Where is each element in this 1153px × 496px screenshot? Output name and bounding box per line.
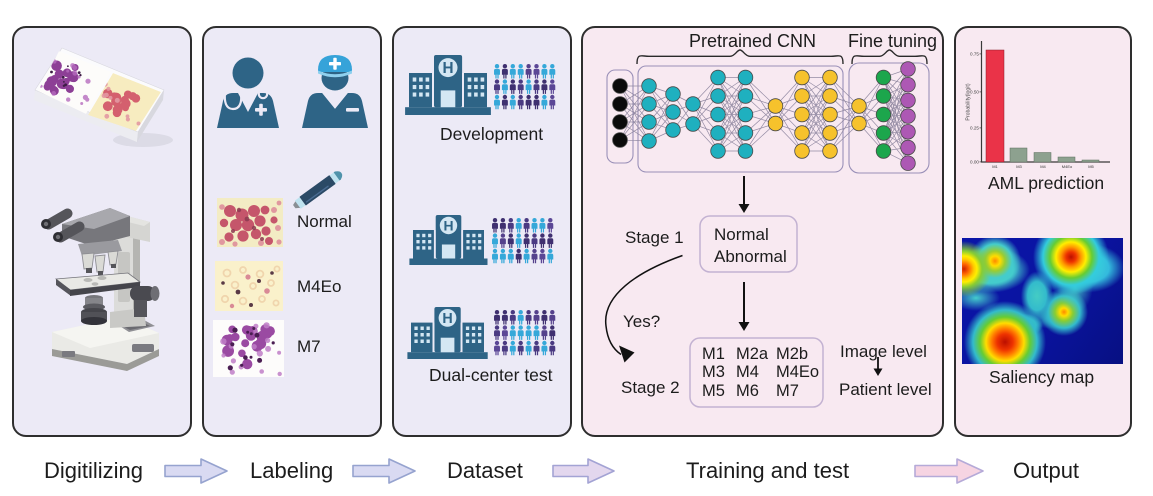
- svg-text:H: H: [442, 311, 452, 327]
- svg-text:H: H: [442, 60, 453, 77]
- svg-text:H: H: [443, 217, 453, 233]
